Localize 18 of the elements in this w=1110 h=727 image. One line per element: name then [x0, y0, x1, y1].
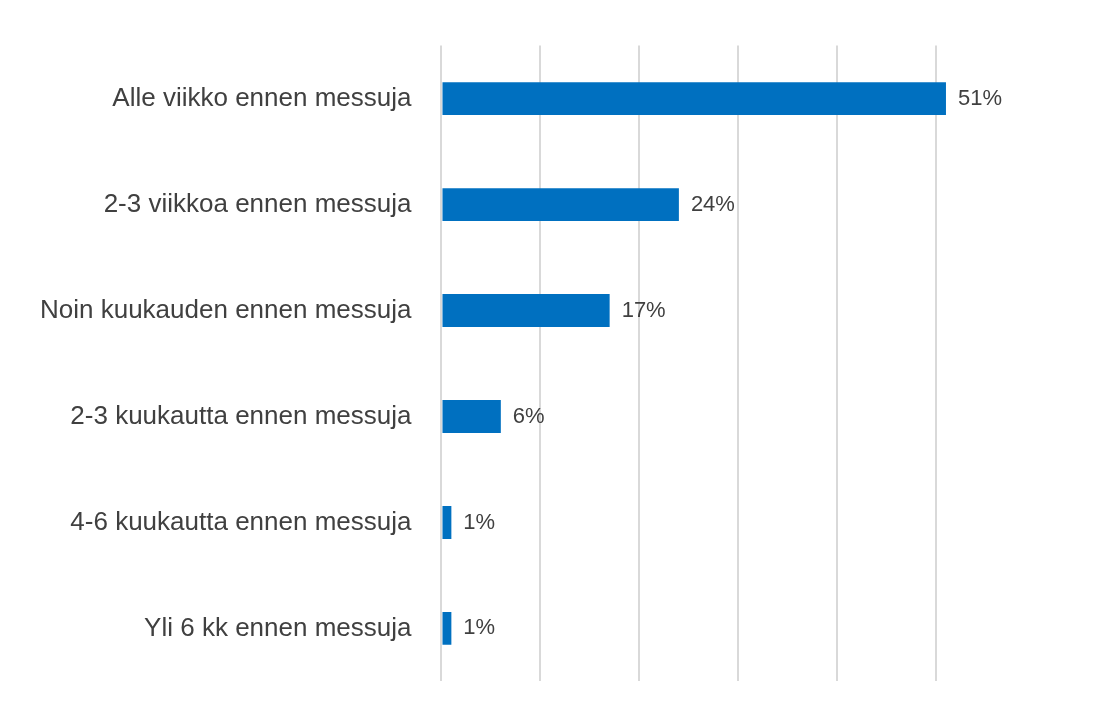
- bar: [442, 400, 501, 433]
- bar: [442, 82, 946, 116]
- data-label: 1%: [463, 614, 496, 640]
- data-label: 51%: [957, 84, 1003, 110]
- y-tick-label: 2-3 viikkoa ennen messuja: [103, 187, 413, 218]
- y-tick-label: Yli 6 kk ennen messuja: [144, 611, 413, 642]
- y-tick-label: Alle viikko ennen messuja: [112, 81, 413, 112]
- bar: [442, 294, 610, 327]
- data-label: 17%: [621, 296, 666, 322]
- bar: [442, 188, 679, 221]
- bar: [442, 611, 452, 645]
- data-label: 24%: [690, 190, 735, 216]
- y-tick-label: 2-3 kuukautta ennen messuja: [70, 399, 412, 430]
- bar: [442, 506, 452, 539]
- y-tick-label: 4-6 kuukautta ennen messuja: [70, 505, 412, 536]
- data-label: 6%: [512, 402, 545, 428]
- y-tick-label: Noin kuukauden ennen messuja: [39, 293, 413, 324]
- data-label: 1%: [463, 508, 496, 534]
